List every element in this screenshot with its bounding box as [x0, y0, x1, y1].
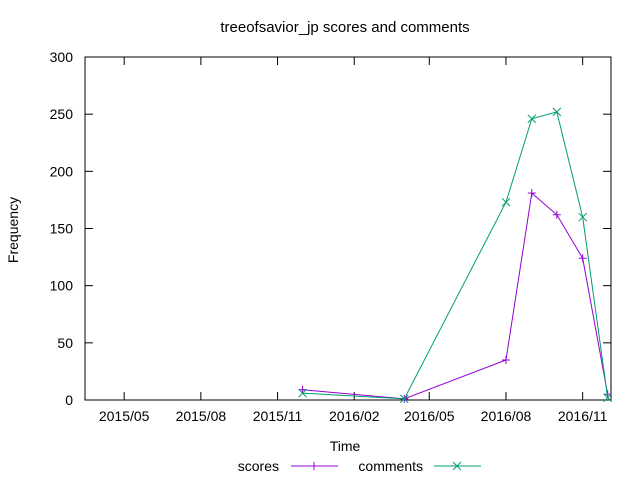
data-point-comments [552, 107, 562, 117]
x-tick-label: 2015/11 [253, 408, 303, 424]
legend-label: scores [238, 458, 279, 474]
x-tick-label: 2016/11 [558, 408, 608, 424]
series-line-scores [302, 192, 609, 400]
y-tick-label: 50 [57, 335, 73, 351]
y-axis-label: Frequency [5, 197, 21, 263]
x-axis-label: Time [330, 438, 361, 454]
legend-item-comments: comments [358, 458, 481, 474]
data-point-comments [603, 393, 613, 403]
legend-label: comments [358, 458, 423, 474]
data-point-comments [399, 394, 409, 404]
data-point-comments [501, 197, 511, 207]
series-line-comments [302, 111, 609, 400]
plot-area: 0 50 100 150 200 250 300 2015/05 2015/08 2015/11 2… [50, 49, 613, 424]
x-tick-label: 2015/08 [176, 408, 227, 424]
x-tick-label: 2016/05 [404, 408, 455, 424]
x-tick-label: 2015/05 [99, 408, 150, 424]
x-tick-label: 2016/08 [481, 408, 532, 424]
y-tick-label: 250 [50, 106, 74, 122]
y-tick-label: 300 [50, 49, 74, 65]
data-point-comments [298, 388, 307, 398]
plot-frame [84, 56, 612, 401]
legend: scores comments [238, 458, 481, 474]
x-tick-label: 2016/02 [329, 408, 380, 424]
y-tick-label: 200 [50, 163, 74, 179]
chart-title: treeofsavior_jp scores and comments [220, 19, 469, 36]
y-tick-label: 150 [50, 221, 74, 237]
legend-item-scores: scores [238, 458, 338, 474]
series-comments [298, 107, 613, 404]
series-scores [298, 189, 612, 403]
y-tick-label: 0 [65, 392, 73, 408]
data-point-comments [527, 114, 537, 124]
legend-marker [452, 461, 462, 471]
data-point-comments [578, 212, 588, 222]
y-tick-label: 100 [50, 278, 74, 294]
